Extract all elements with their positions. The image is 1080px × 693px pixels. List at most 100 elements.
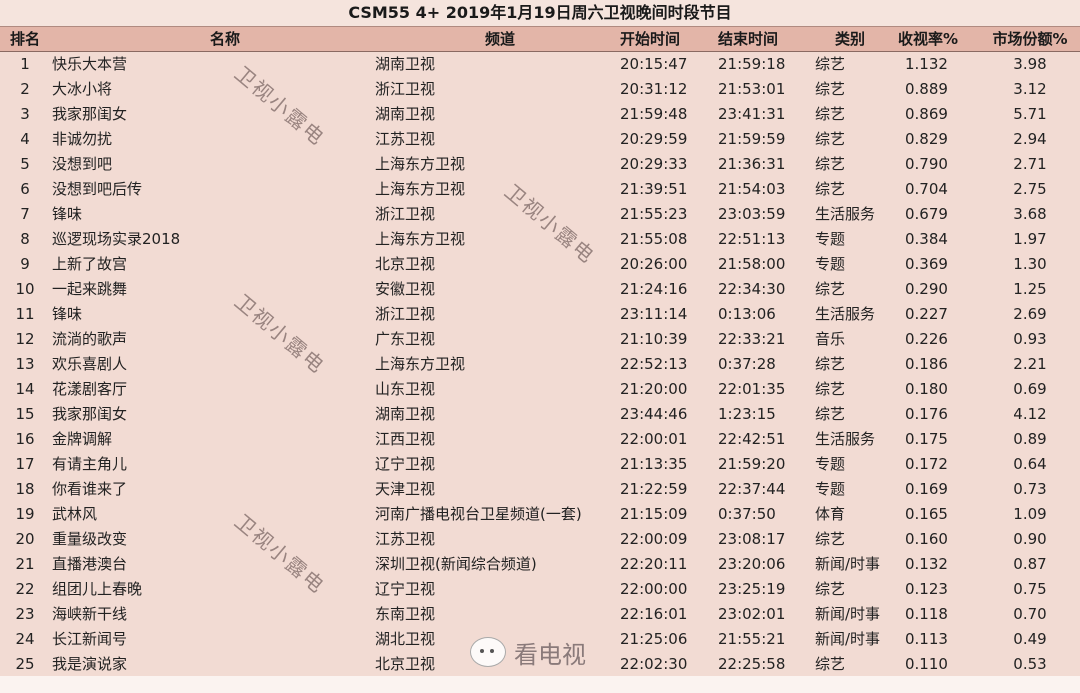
cell-rank: 13 xyxy=(15,355,35,373)
cell-category: 综艺 xyxy=(815,180,846,198)
cell-rank: 23 xyxy=(15,605,35,623)
table-row: 4 非诚勿扰 江苏卫视 20:29:59 21:59:59 综艺 0.829 2.94 xyxy=(0,127,1080,152)
cell-rank: 16 xyxy=(15,430,35,448)
cell-name: 金牌调解 xyxy=(52,430,113,448)
cell-channel: 上海东方卫视 xyxy=(375,355,466,373)
cell-rank: 1 xyxy=(20,55,30,73)
cell-category: 综艺 xyxy=(815,355,846,373)
cell-end-time: 21:59:18 xyxy=(718,55,786,73)
cell-share: 0.87 xyxy=(1013,555,1047,573)
cell-channel: 东南卫视 xyxy=(375,605,436,623)
cell-rating: 0.679 xyxy=(905,205,948,223)
header-channel: 频道 xyxy=(484,30,515,48)
cell-category: 综艺 xyxy=(815,280,846,298)
cell-share: 4.12 xyxy=(1013,405,1047,423)
cell-category: 综艺 xyxy=(815,55,846,73)
cell-rank: 21 xyxy=(15,555,35,573)
cell-rank: 5 xyxy=(20,155,30,173)
cell-category: 生活服务 xyxy=(815,430,876,448)
cell-rating: 0.180 xyxy=(905,380,948,398)
cell-category: 生活服务 xyxy=(815,205,876,223)
cell-share: 0.53 xyxy=(1013,655,1047,673)
table-row: 3 我家那闺女 湖南卫视 21:59:48 23:41:31 综艺 0.869 5.71 xyxy=(0,102,1080,127)
cell-rank: 11 xyxy=(15,305,35,323)
cell-start-time: 20:15:47 xyxy=(620,55,688,73)
table-row: 19 武林风 河南广播电视台卫星频道(一套) 21:15:09 0:37:50 体育 0.1… xyxy=(0,502,1080,527)
cell-name: 有请主角儿 xyxy=(52,455,128,473)
cell-share: 1.09 xyxy=(1013,505,1047,523)
cell-share: 0.69 xyxy=(1013,380,1047,398)
cell-share: 1.30 xyxy=(1013,255,1047,273)
cell-channel: 浙江卫视 xyxy=(375,305,436,323)
cell-channel: 江西卫视 xyxy=(375,430,436,448)
table-row: 12 流淌的歌声 广东卫视 21:10:39 22:33:21 音乐 0.226 0.93 xyxy=(0,327,1080,352)
cell-category: 专题 xyxy=(815,455,846,473)
cell-channel: 安徽卫视 xyxy=(375,280,436,298)
cell-name: 快乐大本营 xyxy=(52,55,128,73)
cell-rating: 0.165 xyxy=(905,505,948,523)
cell-category: 专题 xyxy=(815,480,846,498)
cell-rating: 0.384 xyxy=(905,230,948,248)
cell-channel: 天津卫视 xyxy=(375,480,436,498)
cell-start-time: 20:31:12 xyxy=(620,80,688,98)
cell-end-time: 0:13:06 xyxy=(718,305,776,323)
cell-rating: 0.110 xyxy=(905,655,948,673)
cell-rank: 15 xyxy=(15,405,35,423)
cell-category: 综艺 xyxy=(815,80,846,98)
table-row: 5 没想到吧 上海东方卫视 20:29:33 21:36:31 综艺 0.790 2.71 xyxy=(0,152,1080,177)
cell-start-time: 21:15:09 xyxy=(620,505,688,523)
cell-share: 2.71 xyxy=(1013,155,1047,173)
cell-start-time: 21:39:51 xyxy=(620,180,688,198)
cell-category: 综艺 xyxy=(815,130,846,148)
cell-share: 1.25 xyxy=(1013,280,1047,298)
table-row: 22 组团儿上春晚 辽宁卫视 22:00:00 23:25:19 综艺 0.123 0.75 xyxy=(0,577,1080,602)
table-row: 16 金牌调解 江西卫视 22:00:01 22:42:51 生活服务 0.175 0.89 xyxy=(0,427,1080,452)
cell-name: 我是演说家 xyxy=(52,655,128,673)
cell-rank: 19 xyxy=(15,505,35,523)
cell-category: 专题 xyxy=(815,230,846,248)
cell-share: 0.89 xyxy=(1013,430,1047,448)
table-row: 23 海峡新干线 东南卫视 22:16:01 23:02:01 新闻/时事 0.118 0.7… xyxy=(0,602,1080,627)
cell-end-time: 21:55:21 xyxy=(718,630,786,648)
cell-start-time: 20:29:59 xyxy=(620,130,688,148)
table-header: 排名 名称 频道 开始时间 结束时间 类别 收视率% 市场份额% xyxy=(0,26,1080,53)
cell-rating: 0.176 xyxy=(905,405,948,423)
table-row: 15 我家那闺女 湖南卫视 23:44:46 1:23:15 综艺 0.176 4.12 xyxy=(0,402,1080,427)
cell-start-time: 21:20:00 xyxy=(620,380,688,398)
cell-share: 0.73 xyxy=(1013,480,1047,498)
header-start-time: 开始时间 xyxy=(620,30,681,48)
cell-share: 2.75 xyxy=(1013,180,1047,198)
cell-rating: 0.290 xyxy=(905,280,948,298)
cell-channel: 北京卫视 xyxy=(375,255,436,273)
cell-start-time: 21:55:23 xyxy=(620,205,688,223)
cell-channel: 上海东方卫视 xyxy=(375,155,466,173)
cell-end-time: 22:34:30 xyxy=(718,280,786,298)
cell-rank: 14 xyxy=(15,380,35,398)
table-row: 7 锋味 浙江卫视 21:55:23 23:03:59 生活服务 0.679 3.68 xyxy=(0,202,1080,227)
header-end-time: 结束时间 xyxy=(718,30,779,48)
cell-share: 1.97 xyxy=(1013,230,1047,248)
cell-name: 锋味 xyxy=(52,205,83,223)
cell-start-time: 22:52:13 xyxy=(620,355,688,373)
cell-end-time: 22:51:13 xyxy=(718,230,786,248)
cell-share: 3.98 xyxy=(1013,55,1047,73)
cell-channel: 上海东方卫视 xyxy=(375,180,466,198)
cell-category: 新闻/时事 xyxy=(815,630,881,648)
cell-share: 3.12 xyxy=(1013,80,1047,98)
cell-rating: 0.186 xyxy=(905,355,948,373)
cell-category: 综艺 xyxy=(815,105,846,123)
cell-start-time: 22:00:01 xyxy=(620,430,688,448)
cell-start-time: 22:00:00 xyxy=(620,580,688,598)
table-row: 25 我是演说家 北京卫视 22:02:30 22:25:58 综艺 0.110 0.53 xyxy=(0,652,1080,677)
cell-start-time: 20:29:33 xyxy=(620,155,688,173)
cell-category: 音乐 xyxy=(815,330,846,348)
cell-category: 综艺 xyxy=(815,530,846,548)
cell-channel: 山东卫视 xyxy=(375,380,436,398)
cell-category: 生活服务 xyxy=(815,305,876,323)
cell-name: 没想到吧后传 xyxy=(52,180,143,198)
cell-category: 体育 xyxy=(815,505,846,523)
cell-name: 你看谁来了 xyxy=(52,480,128,498)
cell-end-time: 22:01:35 xyxy=(718,380,786,398)
cell-start-time: 22:16:01 xyxy=(620,605,688,623)
cell-rating: 0.226 xyxy=(905,330,948,348)
